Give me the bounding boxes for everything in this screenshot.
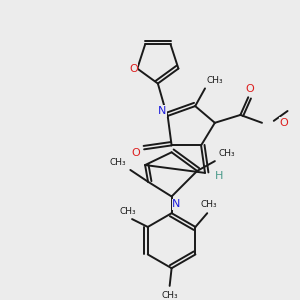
- Text: CH₃: CH₃: [120, 207, 136, 216]
- Text: CH₃: CH₃: [219, 149, 236, 158]
- Text: O: O: [246, 84, 255, 94]
- Text: H: H: [214, 171, 223, 181]
- Text: CH₃: CH₃: [207, 76, 224, 85]
- Text: CH₃: CH₃: [161, 291, 178, 300]
- Text: O: O: [132, 148, 141, 158]
- Text: N: N: [172, 199, 181, 209]
- Text: O: O: [129, 64, 138, 74]
- Text: CH₃: CH₃: [201, 200, 217, 209]
- Text: CH₃: CH₃: [110, 158, 126, 166]
- Text: O: O: [280, 118, 288, 128]
- Text: N: N: [158, 106, 166, 116]
